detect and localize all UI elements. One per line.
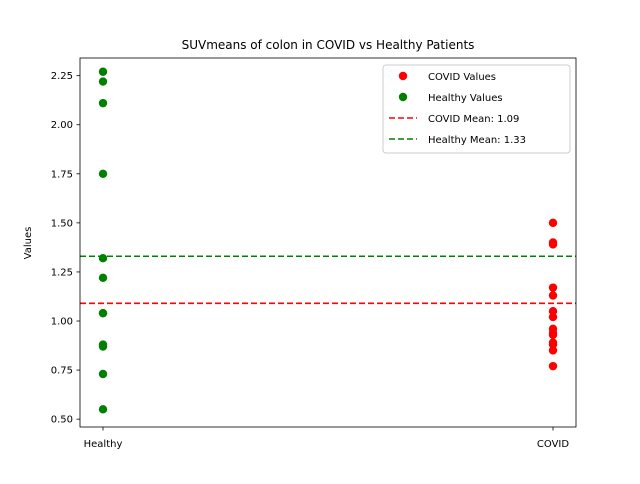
plot-frame [79, 57, 577, 428]
legend-label: Healthy Values [428, 93, 503, 104]
data-point [548, 340, 558, 349]
x-tick-label: COVID [537, 439, 569, 450]
data-point [548, 312, 558, 322]
legend-label: Healthy Mean: 1.33 [428, 135, 526, 146]
legend-label: COVID Mean: 1.09 [428, 114, 519, 125]
y-tick-label: 1.50 [51, 218, 73, 229]
y-axis-label: Values [23, 227, 34, 260]
data-point [98, 67, 108, 76]
legend-marker [398, 71, 408, 81]
legend-box [382, 64, 571, 154]
legend-marker [398, 92, 408, 102]
legend-label: COVID Values [428, 72, 496, 83]
data-point [98, 254, 108, 263]
y-tick-label: 1.75 [51, 169, 73, 180]
data-point [98, 369, 108, 379]
data-point [98, 273, 108, 283]
y-tick-label: 1.00 [51, 317, 73, 328]
data-point [98, 342, 108, 351]
data-point [548, 306, 558, 316]
chart-title: SUVmeans of colon in COVID vs Healthy Pa… [182, 38, 475, 52]
data-point [548, 240, 558, 249]
data-point [548, 361, 558, 371]
y-tick-label: 2.00 [51, 120, 73, 131]
y-tick-label: 0.50 [51, 415, 73, 426]
y-tick-label: 2.25 [51, 71, 73, 82]
y-tick-label: 0.75 [51, 366, 73, 377]
data-point [98, 77, 108, 86]
data-points [98, 67, 558, 414]
data-point [548, 346, 558, 355]
mean-lines [80, 255, 576, 305]
data-point [98, 405, 108, 414]
data-point [548, 218, 558, 228]
x-tick-label: Healthy [84, 439, 123, 450]
y-tick-label: 1.25 [51, 267, 73, 278]
data-point [98, 308, 108, 318]
x-axis-ticks: Healthy COVID [84, 427, 569, 450]
data-point [548, 283, 558, 292]
data-point [548, 330, 558, 339]
data-point [98, 98, 108, 108]
y-axis-ticks: 0.50 0.75 1.00 1.25 1.50 1.75 2.00 2.25 [51, 71, 80, 426]
legend: COVID Values Healthy Values COVID Mean: 1.… [382, 64, 571, 154]
data-point [548, 291, 558, 300]
data-point [98, 169, 108, 179]
